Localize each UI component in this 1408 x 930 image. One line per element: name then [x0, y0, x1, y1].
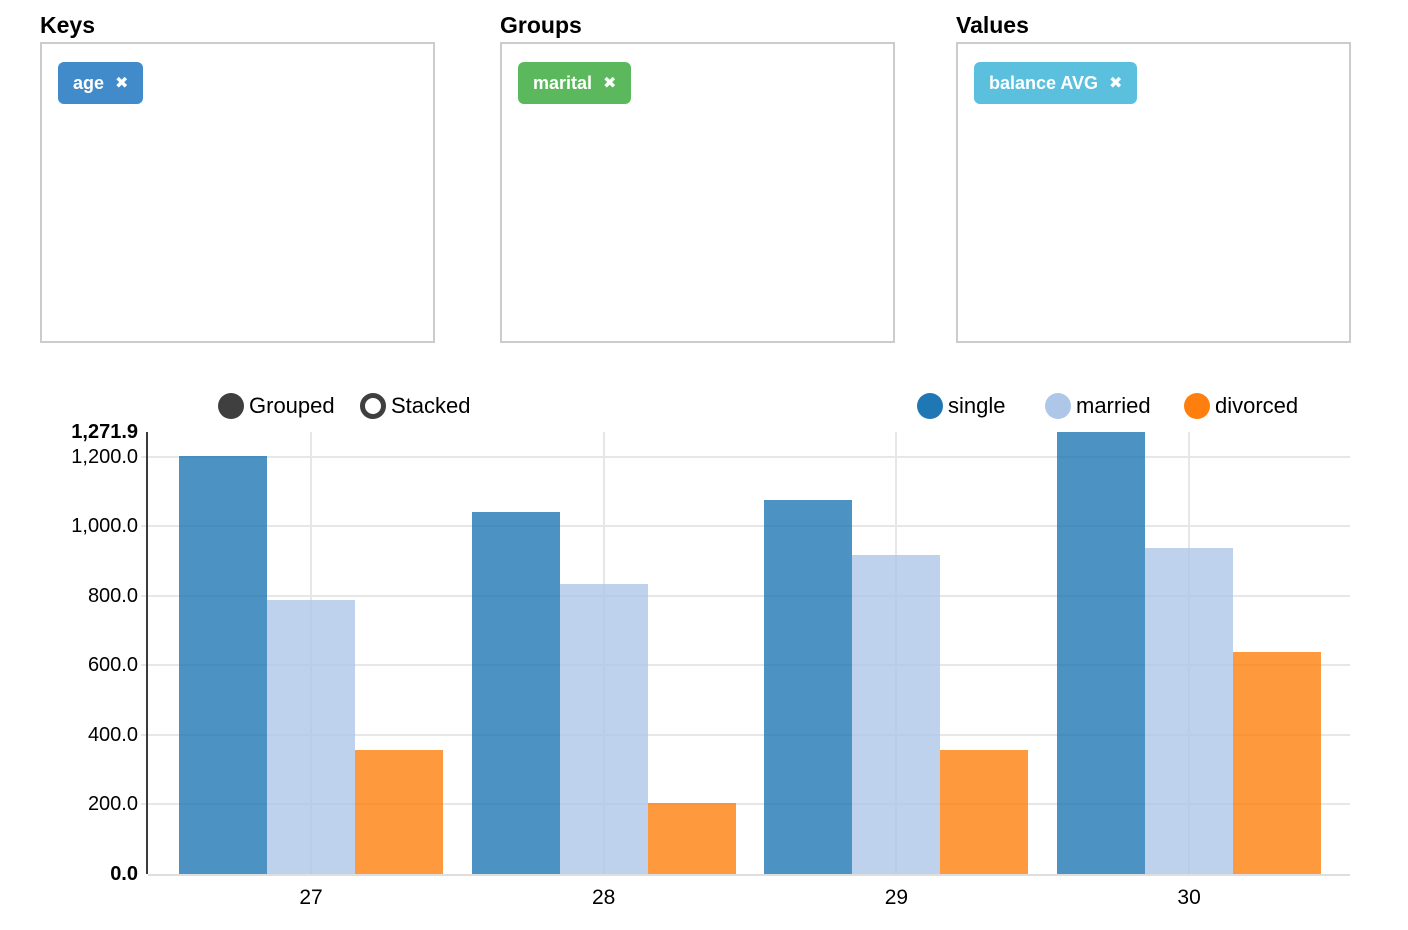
y-tick-label: 0.0	[110, 863, 138, 885]
value-field-tag-label: balance AVG	[989, 72, 1099, 93]
bar-single-29[interactable]	[764, 500, 853, 874]
legend-swatch-single-icon[interactable]	[917, 393, 943, 419]
x-tick-label: 27	[299, 886, 323, 909]
y-gridline	[141, 664, 1350, 667]
bar-married-29[interactable]	[852, 554, 941, 874]
legend-item-married[interactable]: married	[1045, 392, 1151, 420]
group-field-tag[interactable]: marital ✖	[518, 62, 632, 104]
y-gridline	[141, 803, 1350, 806]
groups-dropzone[interactable]: marital ✖	[500, 42, 895, 343]
bar-single-28[interactable]	[471, 511, 560, 874]
bar-married-27[interactable]	[267, 599, 355, 874]
y-gridline	[141, 455, 1350, 458]
x-axis-line	[148, 874, 1350, 876]
bar-married-28[interactable]	[559, 583, 648, 874]
legend-label-married: married	[1076, 393, 1151, 418]
bar-single-27[interactable]	[179, 455, 267, 874]
legend-swatch-married-icon[interactable]	[1045, 393, 1071, 419]
legend-swatch-divorced-icon[interactable]	[1184, 393, 1210, 419]
y-tick-label: 200.0	[87, 793, 138, 816]
y-tick-label: 600.0	[87, 654, 138, 677]
bar-divorced-28[interactable]	[647, 803, 736, 874]
value-field-tag[interactable]: balance AVG ✖	[974, 62, 1138, 104]
bar-married-30[interactable]	[1145, 548, 1234, 874]
stacked-radio-hollow-icon[interactable]	[360, 393, 386, 419]
values-panel-title: Values	[956, 12, 1029, 38]
y-tick-label: 1,200.0	[71, 445, 138, 468]
groups-panel-title: Groups	[500, 12, 582, 38]
remove-group-field-icon[interactable]: ✖	[603, 75, 617, 92]
keys-dropzone[interactable]: age ✖	[40, 42, 435, 343]
remove-key-field-icon[interactable]: ✖	[115, 75, 129, 92]
legend-label-single: single	[948, 393, 1006, 418]
stacked-toggle[interactable]: Stacked	[360, 392, 471, 420]
y-tick-label: 800.0	[87, 584, 138, 607]
bar-single-30[interactable]	[1057, 432, 1146, 874]
grouped-radio-filled-icon[interactable]	[218, 393, 244, 419]
stacked-toggle-label: Stacked	[391, 393, 471, 418]
bar-chart: Grouped Stacked single married divorced 0.…	[0, 370, 1408, 930]
x-tick-label: 30	[1177, 886, 1201, 909]
legend-label-divorced: divorced	[1215, 393, 1299, 418]
x-tick-label: 29	[884, 886, 909, 909]
grouped-toggle-label: Grouped	[249, 393, 335, 418]
grouped-toggle[interactable]: Grouped	[218, 392, 335, 420]
y-tick-label: 400.0	[87, 723, 138, 746]
group-field-tag-label: marital	[533, 72, 593, 93]
values-dropzone[interactable]: balance AVG ✖	[956, 42, 1351, 343]
key-field-tag[interactable]: age ✖	[58, 62, 144, 104]
bar-divorced-30[interactable]	[1233, 651, 1322, 874]
y-gridline	[141, 594, 1350, 597]
y-gridline	[141, 525, 1350, 528]
y-tick-label: 1,271.9	[71, 421, 138, 443]
y-axis-line	[146, 432, 148, 874]
legend-item-divorced[interactable]: divorced	[1184, 392, 1298, 420]
bar-divorced-29[interactable]	[940, 749, 1029, 874]
y-gridline	[141, 733, 1350, 736]
remove-value-field-icon[interactable]: ✖	[1109, 75, 1123, 92]
legend-item-single[interactable]: single	[917, 392, 1005, 420]
key-field-tag-label: age	[73, 72, 105, 93]
bar-divorced-27[interactable]	[355, 749, 443, 874]
y-tick-label: 1,000.0	[71, 515, 138, 538]
keys-panel-title: Keys	[40, 12, 95, 38]
x-tick-label: 28	[592, 886, 616, 909]
